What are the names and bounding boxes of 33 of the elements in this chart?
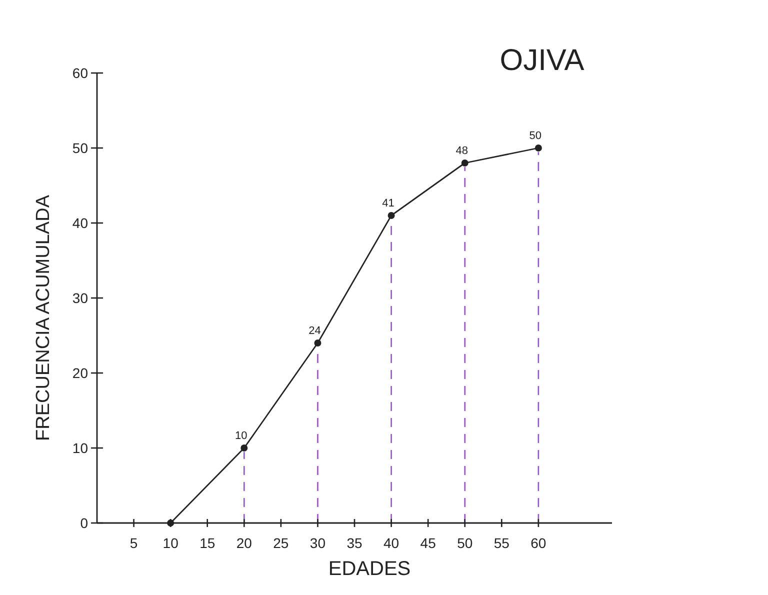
- point: [461, 160, 468, 166]
- data-label: 50: [529, 130, 542, 142]
- x-tick-label: 10: [162, 535, 179, 551]
- y-tick-label: 50: [72, 140, 88, 156]
- data-label: 10: [235, 430, 248, 442]
- y-axis-title: FRECUENCIA ACUMULADA: [33, 194, 54, 441]
- x-axis-title: EDADES: [328, 558, 411, 580]
- y-tick-label: 60: [72, 65, 88, 81]
- x-tick-label: 20: [236, 535, 252, 551]
- x-tick-label: 35: [346, 535, 362, 551]
- x-tick-label: 15: [200, 535, 216, 551]
- point: [167, 520, 174, 526]
- x-tick-label: 45: [420, 535, 436, 551]
- x-tick-label: 50: [457, 535, 473, 551]
- y-tick-label: 30: [72, 290, 88, 306]
- y-tick-label: 40: [72, 215, 88, 231]
- point: [534, 144, 542, 152]
- x-tick-label: 30: [310, 535, 326, 551]
- data-label: 48: [456, 145, 468, 157]
- x-tick-label: 40: [383, 535, 400, 551]
- point: [314, 340, 322, 346]
- chart-title: OJIVA: [500, 44, 584, 77]
- point: [240, 444, 248, 452]
- point: [388, 212, 395, 219]
- y-tick-label: 0: [80, 515, 88, 531]
- x-tick-label: 55: [494, 535, 510, 551]
- data-label: 24: [308, 325, 321, 337]
- x-tick-label: 5: [130, 535, 138, 551]
- data-label: 41: [382, 198, 394, 210]
- y-tick-label: 20: [72, 365, 88, 381]
- x-tick-label: 25: [273, 535, 289, 551]
- y-tick-label: 10: [72, 440, 88, 456]
- x-tick-label: 60: [530, 535, 546, 551]
